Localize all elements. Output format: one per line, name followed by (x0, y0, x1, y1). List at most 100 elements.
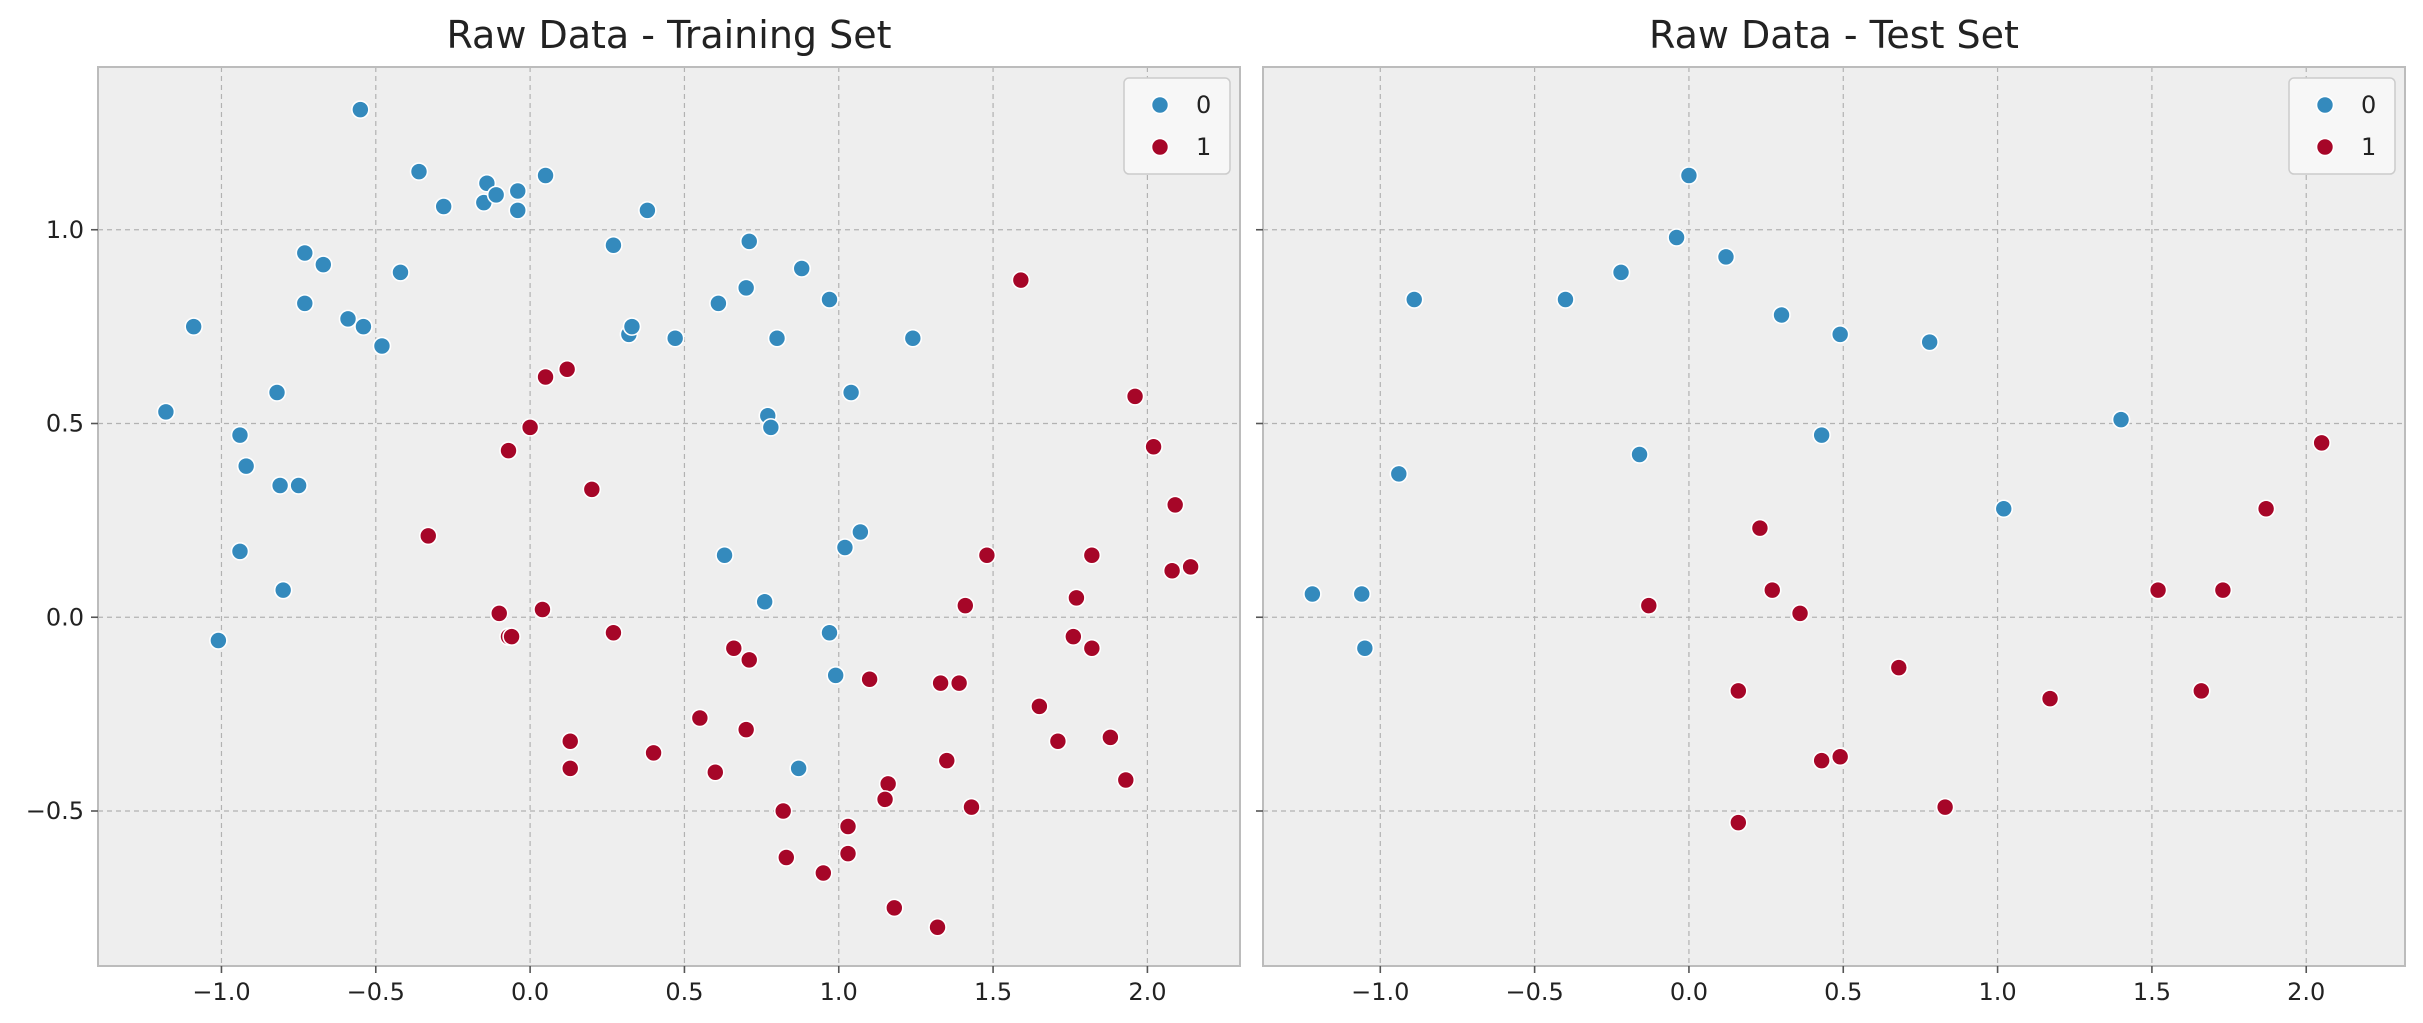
scatter-point-class-0 (1303, 584, 1322, 604)
scatter-point-class-0 (1667, 228, 1686, 247)
scatter-point-class-1 (1082, 545, 1102, 565)
scatter-point-class-1 (1064, 627, 1083, 646)
scatter-point-class-0 (508, 201, 528, 220)
scatter-point-class-0 (486, 185, 506, 205)
scatter-point-class-1 (736, 720, 756, 739)
scatter-point-class-0 (372, 336, 392, 356)
scatter-point-class-1 (2256, 499, 2276, 519)
scatter-point-class-0 (230, 542, 250, 561)
scatter-point-class-0 (792, 259, 812, 278)
scatter-point-class-0 (755, 592, 774, 612)
scatter-point-class-0 (638, 201, 657, 220)
scatter-point-class-0 (1630, 445, 1649, 464)
plot-frame (97, 66, 1241, 967)
scatter-point-class-0 (709, 294, 728, 313)
scatter-point-class-1 (1750, 518, 1770, 538)
legend (2288, 77, 2396, 175)
scatter-point-class-1 (875, 790, 895, 809)
scatter-point-class-1 (1116, 770, 1136, 790)
scatter-point-class-0 (736, 278, 756, 298)
scatter-point-class-1 (644, 743, 663, 763)
scatter-point-class-1 (1762, 580, 1782, 600)
legend-marker-1 (1150, 137, 1170, 157)
x-tick-label: 1.0 (1978, 978, 2016, 1006)
scatter-point-class-0 (354, 317, 373, 336)
scatter-point-class-0 (391, 263, 410, 282)
scatter-point-class-1 (838, 844, 858, 863)
scatter-point-class-0 (209, 631, 228, 650)
training-set-title: Raw Data - Training Set (446, 13, 891, 57)
scatter-point-class-1 (931, 673, 950, 693)
scatter-point-class-1 (838, 817, 858, 836)
scatter-point-class-0 (236, 456, 256, 476)
x-tick-label: 0.0 (511, 978, 549, 1006)
y-tick-label: 0.5 (46, 410, 84, 438)
scatter-point-class-1 (690, 708, 710, 728)
scatter-point-class-0 (409, 162, 429, 181)
scatter-point-class-1 (1067, 588, 1086, 608)
scatter-point-class-0 (1679, 166, 1699, 185)
scatter-point-class-1 (977, 545, 997, 565)
scatter-point-class-0 (1404, 290, 1424, 309)
x-tick-label: −0.5 (1505, 978, 1563, 1006)
x-tick-label: −0.5 (347, 978, 405, 1006)
scatter-point-class-1 (739, 650, 759, 670)
scatter-point-class-1 (557, 359, 577, 379)
scatter-point-class-1 (1082, 638, 1102, 658)
scatter-point-class-1 (1011, 270, 1031, 290)
x-tick-label: 1.5 (974, 978, 1012, 1006)
scatter-point-class-0 (267, 383, 287, 402)
y-tick-label: −0.5 (26, 797, 84, 825)
test-set-title: Raw Data - Test Set (1649, 13, 2019, 57)
scatter-point-class-0 (1389, 464, 1409, 484)
scatter-point-class-1 (937, 751, 957, 770)
legend-marker-1 (2315, 137, 2335, 157)
y-tick-label: 0.0 (46, 603, 84, 631)
scatter-point-class-1 (1125, 387, 1145, 406)
scatter-point-class-1 (956, 596, 975, 615)
scatter-point-class-0 (508, 181, 528, 201)
scatter-point-class-0 (295, 243, 315, 263)
scatter-point-class-0 (820, 290, 839, 309)
scatter-point-class-1 (1165, 495, 1185, 515)
scatter-point-class-1 (533, 600, 552, 619)
scatter-point-class-0 (156, 402, 176, 422)
scatter-point-class-1 (724, 638, 744, 658)
scatter-point-class-0 (1812, 425, 1831, 445)
x-tick-label: 2.0 (2287, 978, 2325, 1006)
scatter-point-class-0 (835, 538, 855, 557)
scatter-point-class-0 (351, 100, 370, 119)
scatter-point-class-0 (820, 623, 839, 643)
scatter-point-class-1 (560, 731, 580, 751)
scatter-point-class-1 (2148, 580, 2168, 600)
scatter-point-class-1 (1162, 561, 1182, 581)
scatter-point-class-0 (295, 294, 315, 313)
scatter-point-class-1 (520, 418, 540, 437)
scatter-point-class-0 (184, 317, 203, 336)
scatter-point-class-1 (489, 604, 509, 623)
scatter-point-class-1 (418, 526, 438, 546)
scatter-point-class-1 (773, 801, 793, 821)
scatter-point-class-1 (928, 917, 947, 937)
x-tick-label: 0.5 (1824, 978, 1862, 1006)
scatter-point-class-0 (230, 425, 250, 445)
scatter-point-class-1 (962, 797, 981, 817)
legend-label-0: 0 (1196, 91, 1211, 119)
scatter-point-class-0 (789, 759, 808, 778)
scatter-point-class-0 (761, 418, 781, 437)
scatter-point-class-1 (1030, 697, 1049, 716)
scatter-point-class-0 (1830, 325, 1850, 344)
legend-marker-0 (1150, 95, 1170, 115)
scatter-point-class-0 (338, 309, 358, 329)
plot-area (1263, 67, 2405, 966)
legend-label-0: 0 (2361, 91, 2376, 119)
scatter-point-class-1 (1144, 437, 1163, 457)
scatter-point-class-0 (767, 328, 787, 348)
scatter-point-class-1 (560, 759, 580, 778)
scatter-point-class-1 (502, 627, 521, 646)
scatter-point-class-1 (885, 898, 904, 918)
scatter-point-class-1 (2312, 433, 2331, 453)
scatter-point-class-1 (1639, 596, 1659, 615)
scatter-point-class-0 (2111, 410, 2131, 429)
scatter-point-class-1 (878, 774, 898, 794)
